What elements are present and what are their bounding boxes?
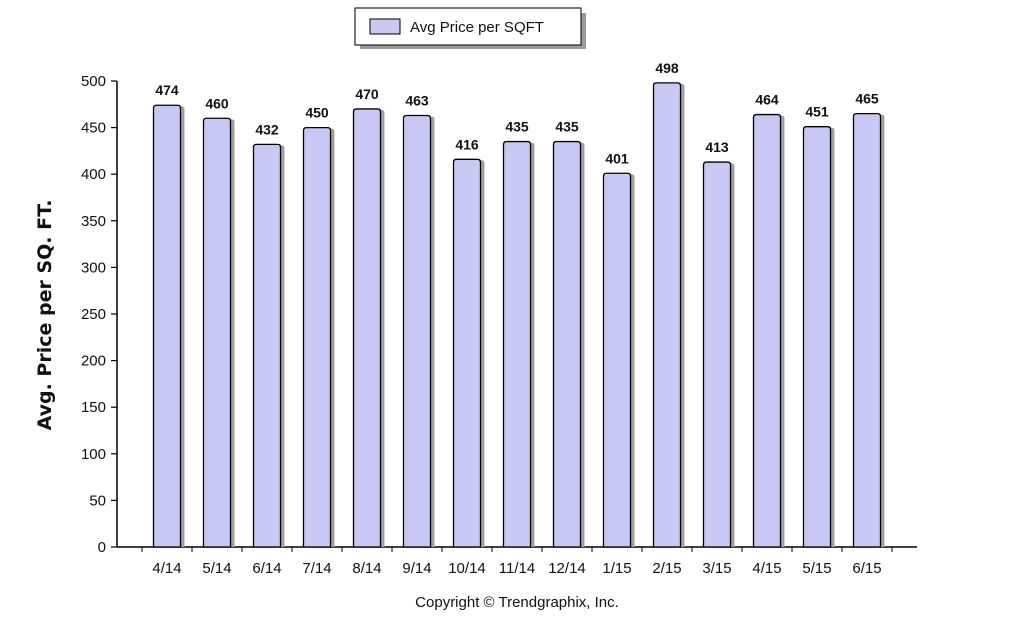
bar	[452, 158, 482, 548]
bar	[252, 143, 282, 548]
bar	[352, 108, 382, 548]
bar	[802, 126, 832, 548]
y-tick-label: 150	[81, 399, 106, 416]
data-label: 474	[155, 82, 179, 98]
data-label: 450	[305, 105, 329, 121]
data-label: 451	[805, 104, 829, 120]
x-tick-label: 12/14	[548, 560, 586, 577]
bar	[852, 112, 882, 548]
data-label: 498	[655, 60, 679, 76]
x-tick-label: 5/14	[202, 560, 231, 577]
x-tick-label: 11/14	[499, 560, 535, 577]
x-tick-label: 4/14	[152, 560, 181, 577]
x-axis: 4/14 5/14 6/14 7/14 8/14 9/14 10/14 11/14 12/14 1…	[117, 546, 917, 577]
x-tick-label: 6/15	[852, 560, 881, 577]
x-tick-label: 5/15	[802, 560, 831, 577]
data-label: 413	[705, 139, 729, 155]
x-tick-label: 4/15	[752, 560, 781, 577]
x-tick-label: 1/15	[602, 560, 631, 577]
data-label: 464	[755, 92, 779, 108]
y-tick-label: 400	[81, 166, 106, 183]
x-tick-label: 2/15	[652, 560, 681, 577]
bar	[202, 117, 232, 548]
x-tick-label: 7/14	[302, 560, 331, 577]
legend-swatch	[369, 18, 401, 35]
y-tick-label: 300	[81, 259, 106, 276]
y-tick-label: 500	[81, 73, 106, 90]
data-label: 416	[455, 136, 479, 152]
x-tick-label: 8/14	[352, 560, 381, 577]
y-axis-title: Avg. Price per SQ. FT.	[34, 200, 56, 431]
data-label: 470	[355, 86, 379, 102]
legend: Avg Price per SQFT	[354, 7, 586, 49]
legend-label: Avg Price per SQFT	[410, 19, 544, 36]
x-tick-label: 10/14	[448, 560, 486, 577]
data-label: 435	[555, 119, 579, 135]
x-tick-label: 6/14	[252, 560, 281, 577]
bar	[602, 172, 632, 548]
copyright-text: Copyright © Trendgraphix, Inc.	[415, 594, 619, 611]
data-label: 435	[505, 119, 529, 135]
bar	[702, 161, 732, 548]
bar	[652, 82, 682, 548]
data-label: 460	[205, 95, 229, 111]
bar	[502, 140, 532, 548]
y-axis: 0 50 100 150 200 250 300 350 400 450 500	[81, 73, 118, 556]
data-label: 401	[605, 150, 629, 166]
y-tick-label: 50	[89, 492, 106, 509]
data-label: 463	[405, 92, 429, 108]
bar	[552, 140, 582, 548]
bar	[302, 126, 332, 548]
bar	[752, 113, 782, 548]
y-tick-label: 200	[81, 353, 106, 370]
bar	[152, 104, 182, 548]
y-tick-label: 0	[98, 539, 106, 556]
x-tick-label: 3/15	[702, 560, 731, 577]
y-tick-label: 350	[81, 213, 106, 230]
bars: 474 460 432 450 470 463 416 435 435 401 498 413 464 4…	[152, 60, 885, 548]
bar	[402, 114, 432, 548]
y-tick-label: 450	[81, 120, 106, 137]
data-label: 465	[855, 91, 879, 107]
y-tick-label: 250	[81, 306, 106, 323]
x-tick-label: 9/14	[402, 560, 431, 577]
y-tick-label: 100	[81, 446, 106, 463]
data-label: 432	[255, 121, 279, 137]
